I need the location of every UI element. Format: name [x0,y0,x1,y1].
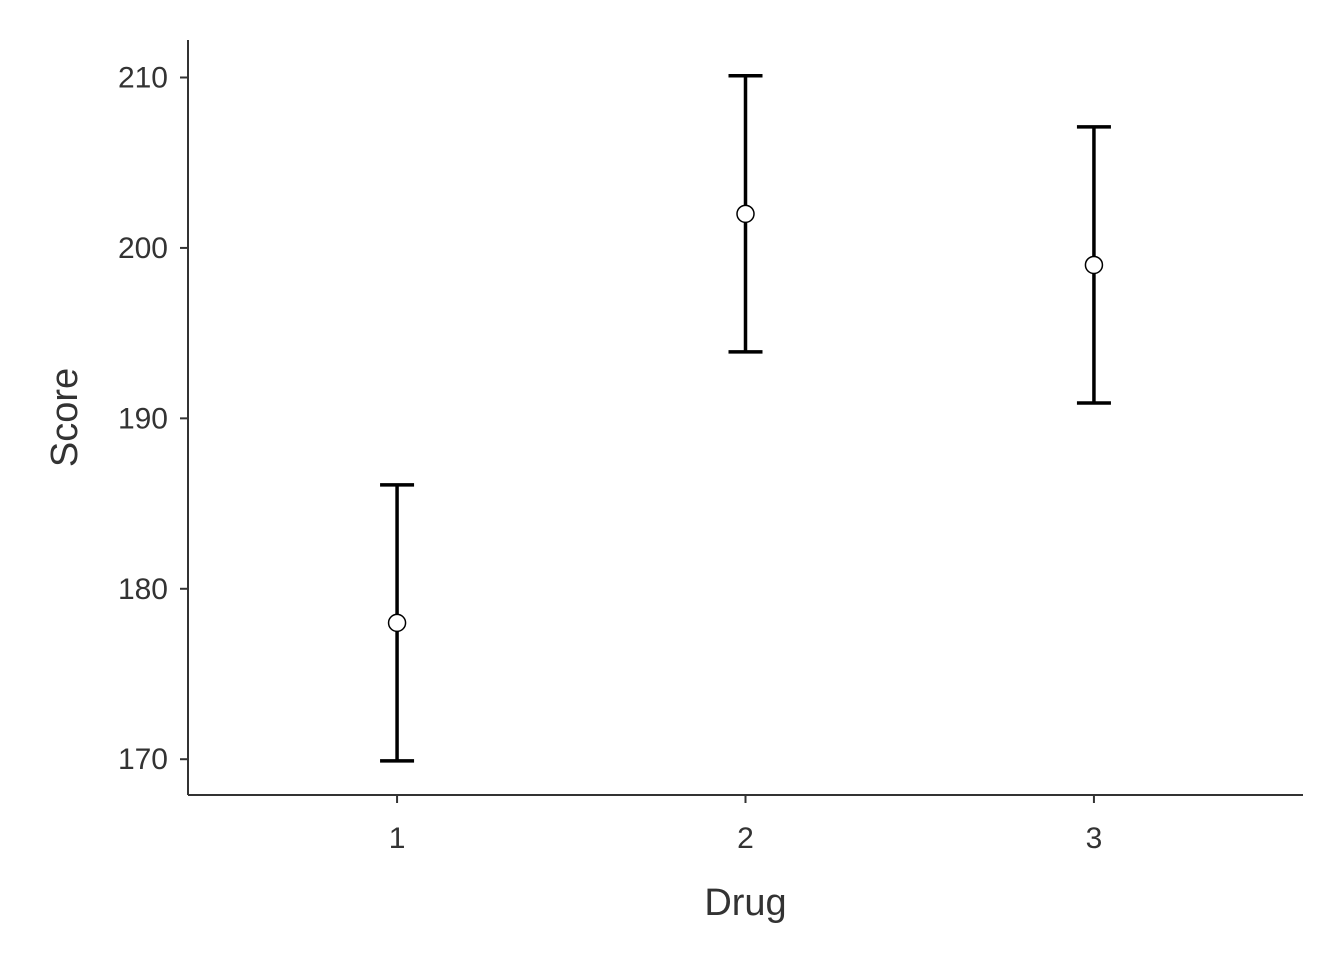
y-tick-label: 190 [118,402,168,435]
x-tick-label: 3 [1086,822,1103,855]
mean-point [387,613,407,633]
plot-marks [380,74,1111,763]
y-tick-label: 210 [118,61,168,94]
x-tick-label: 1 [389,822,406,855]
y-axis-ticks: 170 180 190 200 210 [118,61,188,776]
x-axis-title: Drug [704,882,786,924]
x-tick-label: 2 [737,822,754,855]
y-tick-label: 200 [118,232,168,265]
x-axis-ticks: 1 2 3 [389,795,1103,855]
mean-point [1084,255,1104,275]
y-tick-label: 180 [118,573,168,606]
y-tick-label: 170 [118,743,168,776]
y-axis-title: Score [44,368,86,467]
mean-point [736,204,755,224]
